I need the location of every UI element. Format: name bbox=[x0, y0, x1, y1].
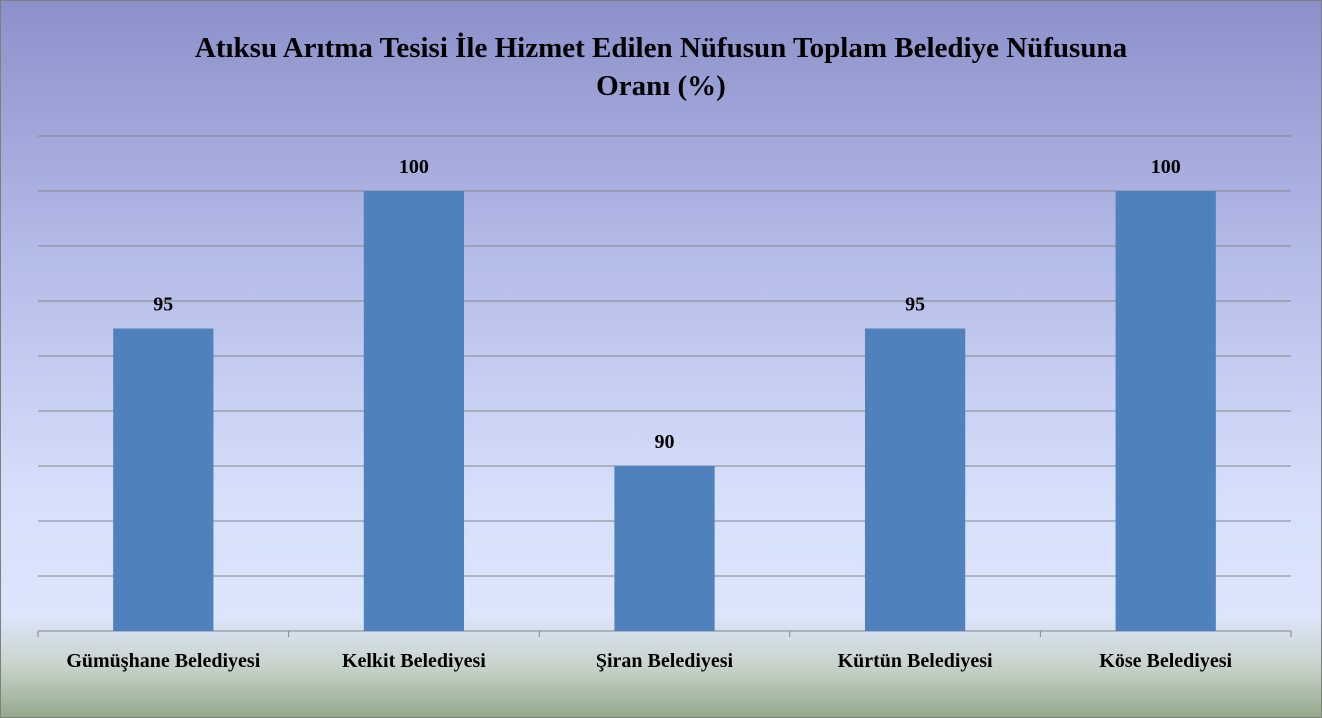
x-tick-label: Gümüşhane Belediyesi bbox=[66, 650, 261, 672]
chart-title: Atıksu Arıtma Tesisi İle Hizmet Edilen N… bbox=[194, 32, 1128, 102]
data-label: 90 bbox=[655, 431, 675, 453]
bar bbox=[1115, 191, 1216, 631]
data-label: 95 bbox=[153, 294, 173, 316]
bar bbox=[363, 191, 465, 631]
x-tick-label: Köse Belediyesi bbox=[1099, 650, 1233, 672]
x-tick-label: Şiran Belediyesi bbox=[595, 650, 734, 672]
x-tick-label: Kelkit Belediyesi bbox=[341, 650, 486, 672]
data-label: 95 bbox=[905, 294, 925, 316]
x-tick-label: Kürtün Belediyesi bbox=[837, 650, 993, 672]
bar bbox=[614, 466, 715, 631]
data-label: 100 bbox=[399, 156, 429, 178]
bar bbox=[864, 328, 966, 631]
data-label: 100 bbox=[1151, 156, 1181, 178]
bar bbox=[113, 328, 214, 631]
